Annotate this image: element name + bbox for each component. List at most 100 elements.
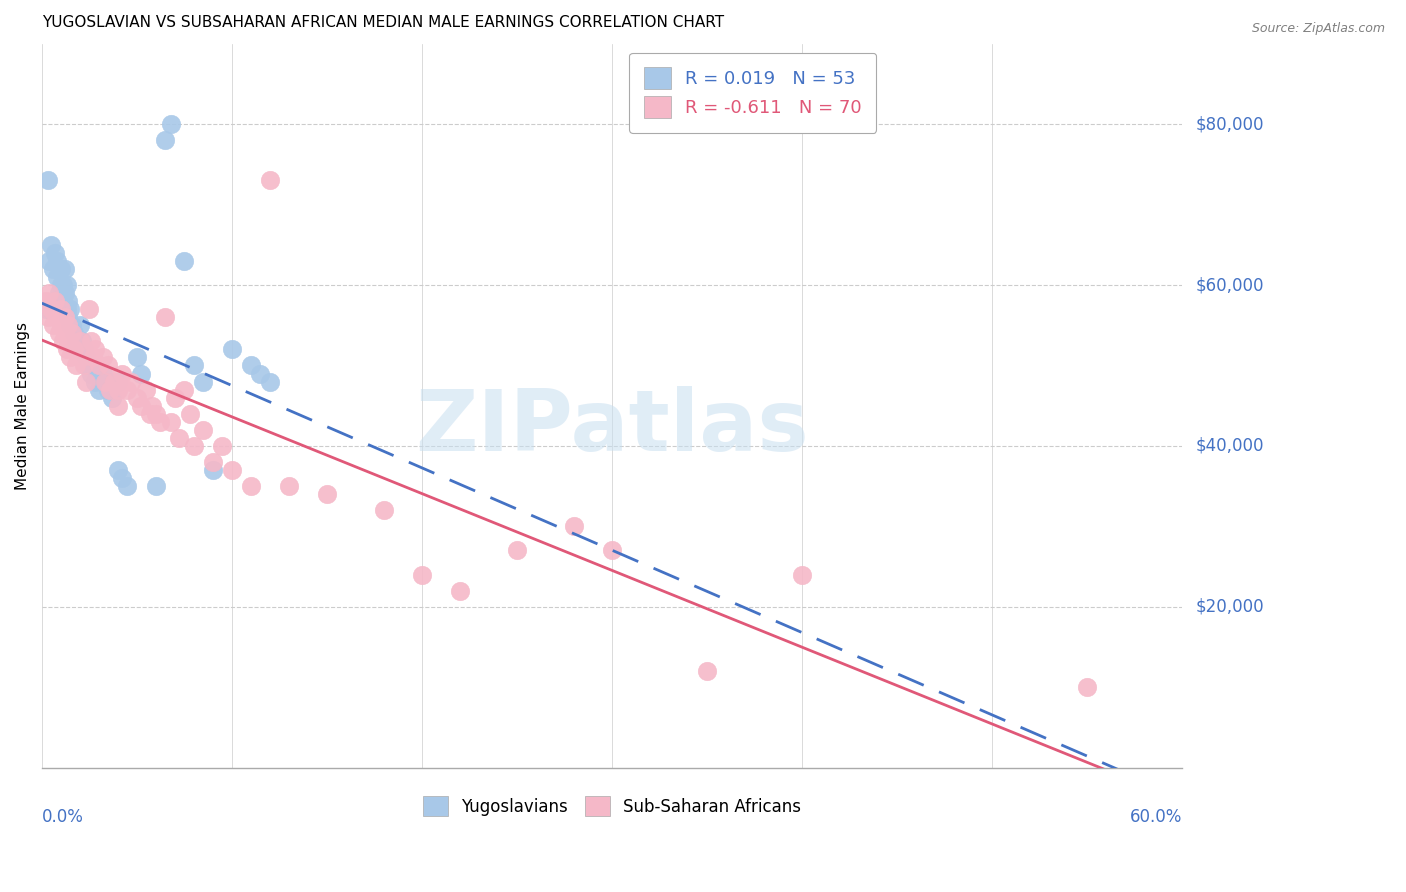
Point — [117, 479, 139, 493]
Point — [155, 133, 177, 147]
Point — [53, 310, 76, 325]
Text: $60,000: $60,000 — [1197, 276, 1264, 294]
Point — [37, 173, 59, 187]
Point — [259, 173, 281, 187]
Point — [239, 359, 262, 373]
Point — [107, 375, 129, 389]
Point — [38, 286, 60, 301]
Point — [42, 261, 65, 276]
Point — [59, 351, 82, 365]
Text: YUGOSLAVIAN VS SUBSAHARAN AFRICAN MEDIAN MALE EARNINGS CORRELATION CHART: YUGOSLAVIAN VS SUBSAHARAN AFRICAN MEDIAN… — [42, 15, 724, 30]
Point — [42, 318, 65, 333]
Point — [183, 439, 205, 453]
Point — [97, 359, 120, 373]
Point — [107, 383, 129, 397]
Point — [1076, 680, 1098, 694]
Point — [39, 302, 62, 317]
Point — [44, 245, 66, 260]
Point — [48, 286, 70, 301]
Point — [59, 302, 82, 317]
Point — [87, 359, 110, 373]
Text: $20,000: $20,000 — [1197, 598, 1264, 615]
Text: ZIPatlas: ZIPatlas — [415, 386, 808, 469]
Point — [52, 334, 75, 349]
Point — [167, 431, 190, 445]
Point — [80, 367, 103, 381]
Point — [39, 237, 62, 252]
Point — [70, 334, 93, 349]
Point — [91, 351, 114, 365]
Point — [98, 383, 121, 397]
Point — [373, 503, 395, 517]
Point — [193, 375, 215, 389]
Point — [129, 399, 152, 413]
Point — [135, 383, 157, 397]
Point — [107, 463, 129, 477]
Y-axis label: Median Male Earnings: Median Male Earnings — [15, 322, 30, 490]
Point — [49, 302, 72, 317]
Point — [52, 294, 75, 309]
Point — [52, 278, 75, 293]
Point — [70, 351, 93, 365]
Point — [80, 334, 103, 349]
Point — [53, 286, 76, 301]
Point — [149, 415, 172, 429]
Point — [103, 375, 125, 389]
Point — [160, 415, 183, 429]
Point — [411, 567, 433, 582]
Point — [201, 463, 224, 477]
Point — [34, 294, 56, 309]
Point — [82, 351, 104, 365]
Point — [53, 326, 76, 341]
Point — [38, 253, 60, 268]
Text: 0.0%: 0.0% — [42, 807, 84, 825]
Point — [46, 310, 69, 325]
Point — [58, 310, 80, 325]
Point — [75, 375, 97, 389]
Point — [110, 367, 132, 381]
Text: 60.0%: 60.0% — [1129, 807, 1182, 825]
Point — [125, 391, 148, 405]
Point — [179, 407, 201, 421]
Text: $80,000: $80,000 — [1197, 115, 1264, 133]
Legend: Yugoslavians, Sub-Saharan Africans: Yugoslavians, Sub-Saharan Africans — [415, 788, 810, 824]
Point — [69, 334, 91, 349]
Point — [72, 359, 94, 373]
Point — [49, 318, 72, 333]
Point — [221, 343, 243, 357]
Point — [129, 367, 152, 381]
Point — [193, 423, 215, 437]
Point — [201, 455, 224, 469]
Text: Source: ZipAtlas.com: Source: ZipAtlas.com — [1251, 22, 1385, 36]
Point — [87, 383, 110, 397]
Point — [58, 318, 80, 333]
Point — [315, 487, 337, 501]
Point — [79, 302, 101, 317]
Point — [117, 383, 139, 397]
Point — [60, 318, 83, 333]
Point — [155, 310, 177, 325]
Point — [44, 294, 66, 309]
Point — [139, 407, 162, 421]
Point — [79, 359, 101, 373]
Point — [65, 334, 87, 349]
Point — [49, 261, 72, 276]
Point — [34, 302, 56, 317]
Point — [221, 463, 243, 477]
Point — [101, 391, 124, 405]
Point — [72, 343, 94, 357]
Point — [145, 407, 167, 421]
Point — [120, 375, 142, 389]
Point — [790, 567, 813, 582]
Point — [49, 278, 72, 293]
Point — [141, 399, 163, 413]
Point — [600, 543, 623, 558]
Point — [58, 294, 80, 309]
Point — [84, 343, 107, 357]
Point — [65, 359, 87, 373]
Point — [55, 278, 77, 293]
Point — [48, 326, 70, 341]
Text: $40,000: $40,000 — [1197, 437, 1264, 455]
Point — [53, 261, 76, 276]
Point — [211, 439, 233, 453]
